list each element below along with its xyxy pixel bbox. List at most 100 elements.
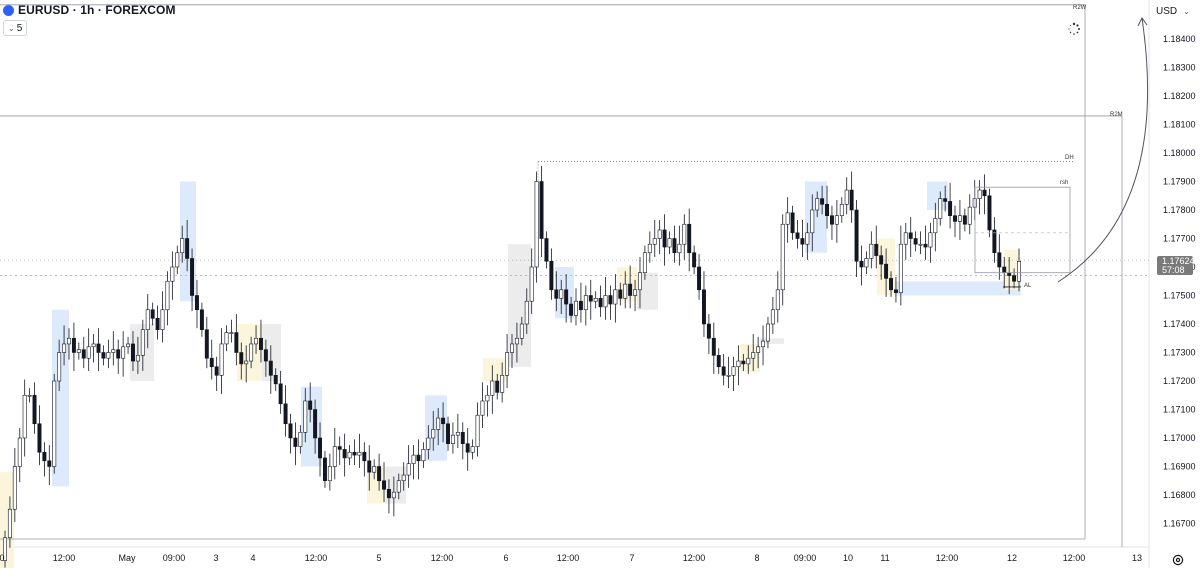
time-tick-label: May — [118, 553, 136, 563]
bullish-candle — [898, 243, 903, 293]
bullish-candle — [726, 374, 731, 377]
time-tick-label: 12:00 — [53, 553, 76, 563]
bullish-candle — [327, 466, 332, 482]
bearish-candle — [884, 263, 889, 279]
bearish-candle — [318, 437, 323, 459]
bearish-candle — [721, 366, 726, 376]
highlight-zone — [52, 309, 69, 487]
price-tick-label: 1.17300 — [1163, 348, 1196, 358]
bullish-candle — [869, 243, 874, 259]
bullish-candle — [603, 295, 608, 308]
price-tick-label: 1.17000 — [1163, 433, 1196, 443]
range-box — [974, 186, 1071, 274]
last-price-value: 1.17624 — [1162, 256, 1195, 266]
bullish-candle — [928, 232, 933, 248]
candles-layer — [3, 165, 1021, 568]
bearish-candle — [283, 403, 288, 425]
price-tick-label: 1.18300 — [1163, 63, 1196, 73]
bearish-candle — [199, 309, 204, 331]
bullish-candle — [249, 343, 254, 362]
bullish-candle — [450, 434, 455, 444]
indicators-collapse-button[interactable]: ⌄ 5 — [3, 20, 28, 36]
highlight-zone — [425, 395, 447, 461]
bullish-candle — [682, 223, 687, 245]
symbol-header[interactable]: EURUSD · 1h · FOREXCOM — [0, 0, 176, 20]
chevron-down-icon: ⌄ — [1183, 6, 1190, 16]
time-tick-label: 3 — [213, 553, 218, 563]
bearish-candle — [539, 181, 544, 239]
price-tick-label: 1.17100 — [1163, 405, 1196, 415]
indicator-count: 5 — [16, 22, 23, 34]
forex-logo-icon — [3, 4, 14, 16]
bullish-candle — [736, 360, 741, 368]
price-tick-label: 1.17700 — [1163, 234, 1196, 244]
bar-countdown: 57:08 — [1162, 265, 1185, 275]
bearish-candle — [204, 329, 209, 359]
bullish-candle — [421, 449, 426, 462]
bearish-candle — [96, 343, 101, 353]
currency-selector[interactable]: USD ⌄ — [1156, 4, 1196, 18]
bullish-candle — [67, 337, 71, 345]
bearish-candle — [37, 423, 42, 453]
bearish-candle — [268, 360, 273, 376]
chart-settings-gear-icon[interactable] — [1171, 553, 1185, 567]
symbol-title[interactable]: EURUSD · 1h · FOREXCOM — [18, 3, 176, 17]
bearish-candle — [1007, 272, 1012, 276]
bullish-candle — [121, 346, 126, 359]
bullish-candle — [834, 215, 839, 225]
bearish-candle — [465, 443, 470, 453]
bullish-candle — [805, 232, 810, 245]
bearish-candle — [854, 209, 859, 262]
bearish-candle — [150, 309, 155, 319]
price-tick-label: 1.16800 — [1163, 490, 1196, 500]
bullish-candle — [22, 394, 27, 439]
bullish-candle — [140, 329, 145, 356]
bullish-candle — [219, 343, 224, 376]
zones-layer — [0, 181, 1021, 568]
bearish-candle — [997, 252, 1002, 268]
bearish-candle — [549, 260, 554, 291]
bullish-candle — [244, 360, 249, 365]
bullish-candle — [229, 332, 234, 334]
bearish-candle — [889, 278, 893, 291]
highlight-zone — [367, 466, 386, 504]
bearish-candle — [825, 204, 830, 217]
bearish-candle — [953, 215, 957, 222]
bullish-candle — [175, 252, 180, 268]
bullish-candle — [529, 266, 534, 302]
bearish-candle — [790, 212, 795, 234]
bullish-candle — [406, 463, 411, 476]
price-axis[interactable]: 1.18400 1.18300 1.18200 1.18100 1.18000 1.179… — [1163, 34, 1196, 529]
bullish-candle — [864, 258, 869, 268]
bearish-candle — [362, 451, 367, 462]
bearish-candle — [829, 215, 834, 225]
bearish-candle — [47, 460, 52, 467]
price-tick-label: 1.16700 — [1163, 519, 1196, 529]
time-tick-label: 12:00 — [936, 553, 959, 563]
bearish-candle — [662, 229, 667, 248]
bullish-candle — [933, 218, 938, 234]
bearish-candle — [687, 223, 692, 254]
time-axis[interactable]: 0 12:00 May 09:00 3 4 12:00 5 12:00 6 12:00 7 12:00 8… — [0, 553, 1142, 563]
bullish-candle — [815, 198, 820, 211]
bullish-candle — [27, 394, 32, 397]
time-tick-label: 7 — [629, 553, 634, 563]
bullish-candle — [903, 232, 908, 245]
bullish-candle — [1017, 260, 1021, 282]
time-tick-label: 12:00 — [431, 553, 454, 563]
bullish-candle — [623, 283, 628, 299]
time-tick-label: 12:00 — [305, 553, 328, 563]
level-annotation-rsh: rsh — [1060, 180, 1068, 186]
time-tick-label: 12:00 — [1063, 553, 1086, 563]
bearish-candle — [564, 289, 569, 305]
bullish-candle — [731, 366, 736, 376]
bullish-candle — [357, 451, 362, 456]
bullish-candle — [57, 352, 62, 382]
bullish-candle — [224, 332, 229, 345]
bearish-candle — [116, 349, 121, 359]
time-tick-label: 8 — [754, 553, 759, 563]
bullish-candle — [657, 229, 662, 239]
bullish-candle — [785, 212, 790, 225]
price-tick-label: 1.17900 — [1163, 177, 1196, 187]
